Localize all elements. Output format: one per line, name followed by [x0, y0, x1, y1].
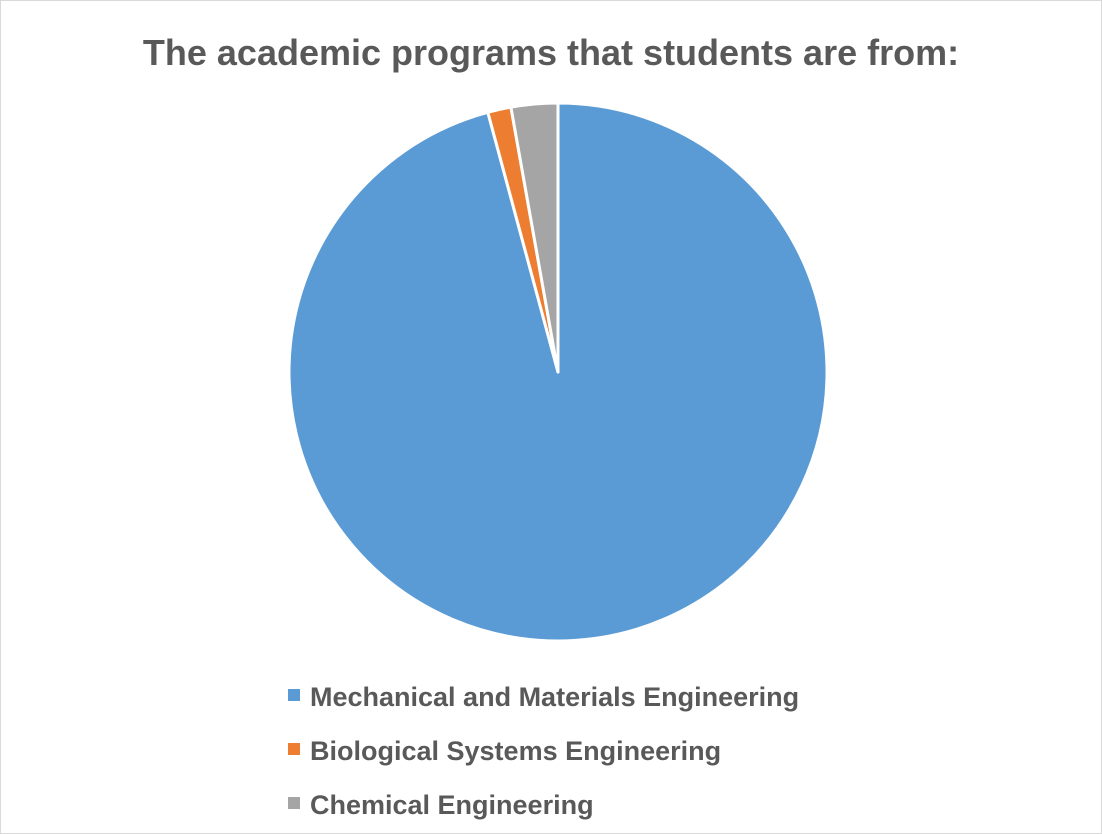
legend-item-biological: Biological Systems Engineering	[288, 726, 799, 780]
legend-label-mechanical: Mechanical and Materials Engineering	[310, 682, 800, 712]
legend-swatch-chemical	[288, 797, 300, 809]
pie-slices	[287, 101, 829, 643]
legend: Mechanical and Materials Engineering Bio…	[288, 672, 799, 834]
legend-item-chemical: Chemical Engineering	[288, 780, 799, 834]
legend-item-mechanical: Mechanical and Materials Engineering	[288, 672, 799, 726]
legend-swatch-biological	[288, 743, 300, 755]
legend-label-chemical: Chemical Engineering	[310, 790, 594, 820]
chart-title: The academic programs that students are …	[142, 32, 960, 73]
pie-slice-chemical	[509, 101, 560, 374]
legend-swatch-mechanical	[288, 689, 300, 701]
legend-label-biological: Biological Systems Engineering	[310, 736, 722, 766]
